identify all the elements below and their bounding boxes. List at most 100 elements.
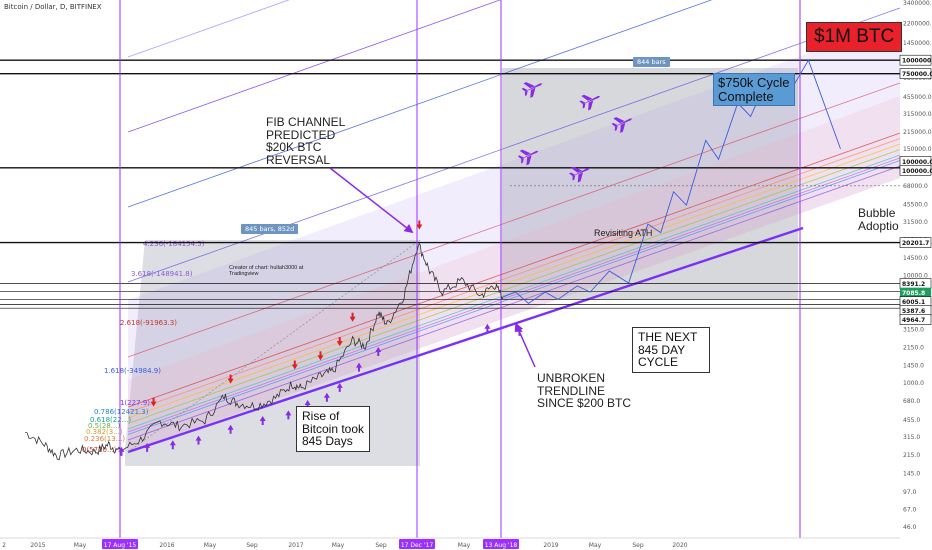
x-tick-label: 17 Dec '17 xyxy=(401,542,434,549)
x-tick-label: 2 xyxy=(2,542,6,549)
up-arrow-marker xyxy=(227,424,234,434)
y-tick-label: 14500.0 xyxy=(903,255,928,262)
y-tick-label: 1450.0 xyxy=(903,363,924,370)
y-tick-label: 2200000.0 xyxy=(903,20,932,27)
price-label-box xyxy=(899,54,932,66)
x-tick-label: 2016 xyxy=(159,542,174,549)
down-arrow-marker xyxy=(416,220,423,230)
up-arrow-marker xyxy=(304,400,311,410)
up-arrow-marker xyxy=(285,410,292,420)
x-tick-highlight xyxy=(399,539,435,549)
y-tick-label: 2150.0 xyxy=(903,344,924,351)
airplane-icon xyxy=(569,166,590,183)
y-tick-label: 680.0 xyxy=(903,398,920,405)
airplane-shape xyxy=(611,117,633,133)
price-label-text: 750000.0 xyxy=(902,71,932,78)
x-tick-label: 2015 xyxy=(30,542,45,549)
x-tick-label: 2017 xyxy=(288,542,303,549)
fib-channel-line xyxy=(127,0,502,133)
price-axis-bg xyxy=(900,0,932,540)
y-tick-label: 45500.0 xyxy=(903,202,928,209)
price-label-box xyxy=(899,164,932,176)
x-tick-highlight xyxy=(483,539,519,549)
down-arrow-marker xyxy=(317,351,324,361)
x-tick-label: May xyxy=(332,542,345,549)
price-label-text: 6005.1 xyxy=(902,299,925,306)
fib-channel-line xyxy=(127,0,713,208)
y-tick-label: 97.0 xyxy=(903,489,917,496)
one-million-box: $1M BTC xyxy=(806,22,903,52)
y-tick-label: 455000.0 xyxy=(903,94,932,101)
x-tick-label: May xyxy=(74,542,87,549)
up-arrow-marker xyxy=(375,346,382,356)
bubble-note: Bubble Adoptio xyxy=(858,206,899,233)
price-label-box xyxy=(899,314,932,325)
y-tick-label: 145.0 xyxy=(903,470,920,477)
price-label-text: 100000.0 xyxy=(902,168,932,175)
price-label-text: 100000.0 xyxy=(902,159,932,166)
y-tick-label: 315.0 xyxy=(903,434,920,441)
x-tick-label: Sep xyxy=(246,542,258,549)
down-arrow-marker xyxy=(349,312,356,322)
price-label-box xyxy=(899,68,932,79)
y-tick-label: 150000.0 xyxy=(903,146,932,153)
y-tick-label: 1000.0 xyxy=(903,380,924,387)
up-arrow-marker xyxy=(336,382,343,392)
x-tick-label: 2019 xyxy=(543,542,558,549)
airplane-shape xyxy=(579,94,601,111)
fib-rainbow-line xyxy=(127,165,901,441)
fib-level-label: 1(227.9) xyxy=(120,399,150,407)
fib-channel-note: FIB CHANNEL PREDICTED $20K BTC REVERSAL xyxy=(266,115,346,167)
airplane-icon xyxy=(579,94,601,111)
x-tick-label: May xyxy=(458,542,471,549)
fib-channel-line xyxy=(127,157,901,433)
y-tick-label: 67.0 xyxy=(903,506,917,513)
fib-level-label: 0.382(3...) xyxy=(86,428,123,436)
airplane-shape xyxy=(569,166,590,183)
fib-channel-fill-inner xyxy=(128,96,900,452)
x-tick-label: 17 Aug '15 xyxy=(104,542,137,549)
fib-callout-arrow xyxy=(329,167,414,234)
price-label-text: 7085.8 xyxy=(902,290,925,297)
y-tick-label: 3400000.0 xyxy=(903,0,932,7)
down-arrow-marker xyxy=(150,397,157,407)
up-arrow-marker xyxy=(144,442,151,452)
bars-tag-top: 844 bars xyxy=(633,57,670,67)
up-arrow-marker xyxy=(356,362,362,372)
down-arrow-marker xyxy=(336,337,343,347)
cycle-diagonal xyxy=(127,239,421,453)
up-arrow-marker xyxy=(195,435,202,445)
y-tick-label: 315000.0 xyxy=(903,111,932,118)
down-arrow-marker xyxy=(227,374,234,384)
fib-channel-line xyxy=(127,7,901,283)
next-cycle-box: THE NEXT 845 DAY CYCLE xyxy=(632,327,710,373)
fib-rainbow-line xyxy=(127,154,901,430)
x-tick-label: 13 Aug '18 xyxy=(485,542,518,549)
up-arrow-marker xyxy=(484,323,491,333)
airplane-shape xyxy=(521,82,543,98)
main-trendline xyxy=(127,226,804,454)
airplane-icon xyxy=(521,82,543,98)
bars-tag-mid: 845 bars, 852d xyxy=(241,224,299,234)
y-tick-label: 46.0 xyxy=(903,524,917,531)
fib-level-label: 3.618(-148941.8) xyxy=(131,270,193,278)
price-label-text: 20201.7 xyxy=(902,240,929,247)
price-label-box xyxy=(900,287,931,298)
price-label-text: 1000000.0 xyxy=(902,58,932,65)
x-tick-label: May xyxy=(589,542,602,549)
rise-of-bitcoin-box: Rise of Bitcoin took 845 Days xyxy=(296,406,370,452)
fib-level-label: 0.236(13...) xyxy=(84,435,125,443)
airplane-icon xyxy=(517,149,539,166)
fib-rainbow-line xyxy=(127,132,901,408)
revisiting-ath-note: Revisiting ATH xyxy=(594,228,653,238)
fib-channel-line xyxy=(127,82,901,358)
next-cycle-shade xyxy=(502,68,798,300)
fib-level-label: 4.236(-184154.5) xyxy=(143,240,205,248)
fib-level-label: 0.618(22...) xyxy=(90,416,131,424)
trendline-callout-arrow xyxy=(514,322,536,368)
up-arrow-marker xyxy=(259,415,266,425)
y-tick-label: 455.0 xyxy=(903,417,920,424)
price-label-box xyxy=(899,237,932,248)
chart-header: Bitcoin / Dollar, D, BITFINEX xyxy=(4,3,102,11)
creator-note: Creator of chart: hullah3000 at Tradingv… xyxy=(229,265,304,277)
